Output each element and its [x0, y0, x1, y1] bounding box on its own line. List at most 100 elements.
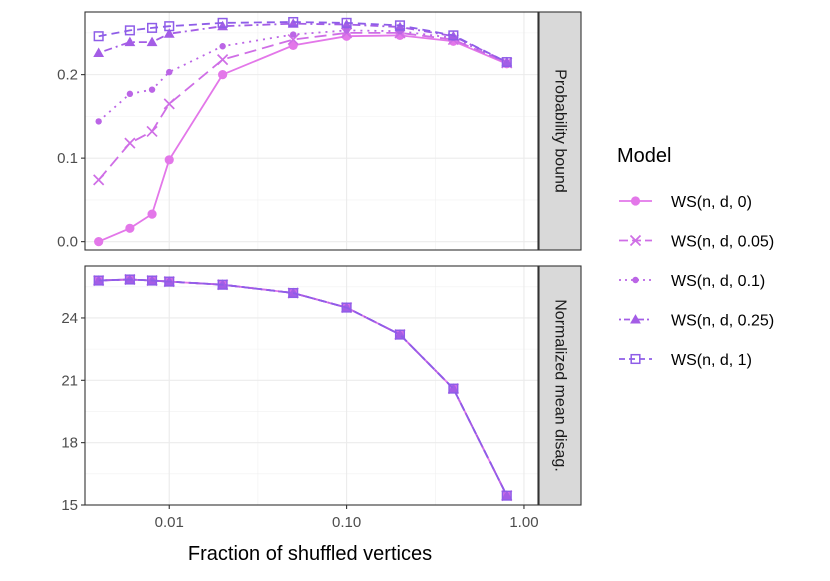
data-point	[146, 275, 158, 286]
legend-title: Model	[617, 145, 671, 167]
legend-key-marker	[629, 234, 642, 247]
y-tick-label: 0.1	[57, 150, 78, 167]
data-point	[218, 70, 228, 80]
data-point	[93, 275, 105, 285]
data-point	[124, 25, 135, 36]
data-point	[163, 28, 175, 38]
panel-background	[85, 12, 538, 250]
data-point	[447, 383, 459, 393]
facet-strip-label: Probability bound	[552, 69, 569, 193]
panel-normalized-mean-disag: 15 18 21 24 Normalized mean disag.	[61, 265, 582, 514]
chart-panels: 0.0 0.1 0.2 Probability bound 15 18 21 24 Normal…	[57, 11, 582, 531]
data-point	[126, 90, 134, 98]
facet-strip	[538, 11, 582, 251]
data-point	[288, 16, 299, 28]
y-tick-label: 21	[61, 372, 78, 389]
legend-item-ws-n-d-0-1: WS(n, d, 0.1)	[619, 273, 765, 290]
data-point	[93, 275, 104, 286]
panel-border	[84, 265, 539, 506]
data-point	[124, 137, 136, 149]
panel-background	[85, 266, 538, 505]
legend-item-ws-n-d-0: WS(n, d, 0)	[619, 194, 752, 211]
x-axis-title: Fraction of shuffled vertices	[188, 543, 432, 565]
data-point	[290, 31, 297, 38]
data-point	[287, 18, 299, 28]
y-tick-label: 0.0	[57, 234, 78, 251]
x-axis: 0.01 0.10 1.00	[155, 505, 539, 531]
data-point	[448, 30, 459, 41]
x-tick-label: 0.10	[332, 514, 361, 531]
data-point	[394, 20, 406, 31]
legend-label: WS(n, d, 0)	[671, 194, 752, 211]
legend-item-ws-n-d-0-25: WS(n, d, 0.25)	[619, 313, 774, 330]
panel-border	[84, 11, 539, 251]
series-line	[98, 34, 508, 243]
y-tick-label: 18	[61, 435, 78, 452]
data-point	[163, 98, 175, 110]
legend-label: WS(n, d, 0.05)	[671, 234, 774, 251]
data-point	[164, 21, 175, 32]
legend-key-marker	[630, 353, 641, 365]
x-tick-label: 0.01	[155, 514, 184, 531]
data-point	[394, 329, 406, 340]
y-tick-label: 15	[61, 497, 78, 514]
legend-item-ws-n-d-1: WS(n, d, 1)	[619, 352, 752, 369]
data-point	[147, 209, 157, 219]
panel-probability-bound: 0.0 0.1 0.2 Probability bound	[57, 11, 582, 251]
data-point	[287, 33, 299, 46]
legend-key-marker	[630, 196, 641, 206]
data-point	[341, 19, 352, 29]
data-point	[217, 53, 229, 66]
data-point	[146, 125, 158, 138]
data-point	[125, 223, 135, 233]
legend: Model WS(n, d, 0) WS(n, d, 0.05) WS(n, d, …	[617, 145, 774, 369]
y-tick-label: 24	[61, 310, 78, 327]
y-tick-label: 0.2	[57, 67, 78, 84]
data-point	[394, 21, 406, 32]
facet-strip	[538, 265, 582, 506]
data-point	[501, 56, 513, 67]
data-point	[341, 302, 352, 313]
series-line	[98, 32, 508, 181]
series-line	[98, 22, 508, 63]
series-line	[98, 21, 508, 63]
data-point	[164, 276, 175, 287]
legend-key-marker	[632, 276, 639, 284]
series-ws-n-d-1	[93, 274, 512, 501]
x-tick-label: 1.00	[509, 514, 538, 531]
data-point	[288, 287, 299, 299]
legend-label: WS(n, d, 0.25)	[671, 313, 774, 330]
data-point	[166, 68, 173, 76]
data-point	[124, 274, 135, 285]
data-point	[341, 17, 352, 28]
data-point	[288, 40, 298, 51]
series-ws-n-d-0-25	[93, 18, 513, 67]
series-line	[98, 278, 508, 497]
legend-label: WS(n, d, 1)	[671, 352, 752, 369]
facet-strip-label: Normalized mean disag.	[552, 299, 569, 472]
legend-item-ws-n-d-0-05: WS(n, d, 0.05)	[619, 234, 774, 251]
legend-key-marker	[630, 314, 641, 324]
data-point	[501, 490, 513, 500]
data-point	[93, 174, 105, 186]
series-ws-n-d-1	[93, 16, 512, 68]
data-point	[217, 279, 228, 290]
series-line	[98, 29, 508, 123]
data-point	[93, 47, 105, 57]
data-point	[94, 237, 104, 247]
data-point	[146, 36, 158, 47]
data-point	[343, 27, 350, 34]
data-point	[146, 22, 158, 33]
data-point	[501, 490, 512, 501]
data-point	[501, 57, 512, 68]
data-point	[164, 155, 174, 165]
data-point	[148, 86, 156, 93]
data-point	[219, 43, 226, 50]
data-point	[124, 36, 136, 47]
legend-label: WS(n, d, 0.1)	[671, 273, 765, 290]
data-point	[95, 118, 102, 125]
data-point	[217, 17, 228, 28]
data-point	[93, 31, 104, 42]
data-point	[448, 383, 459, 394]
